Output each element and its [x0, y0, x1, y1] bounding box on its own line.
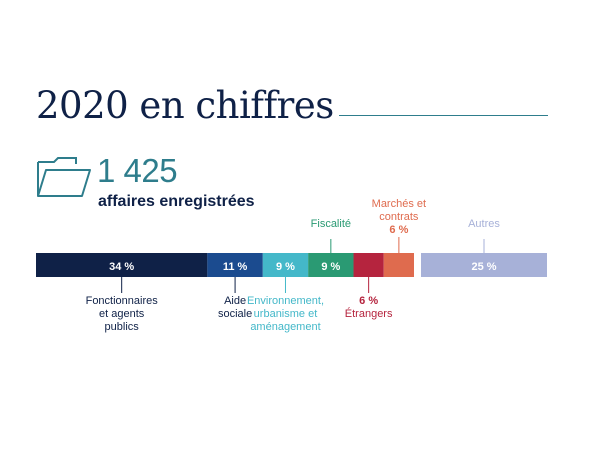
- category-label-fiscalite: Fiscalité: [311, 218, 351, 230]
- bar-segment-fiscalite: [308, 253, 354, 277]
- value-label-environnement-urbanisme-et-amenagement: 9 %: [276, 261, 295, 273]
- bar-segment-aide-sociale: [207, 253, 263, 277]
- folder-icon: [37, 157, 91, 197]
- page-title: 2020 en chiffres: [36, 84, 334, 127]
- value-label-fonctionnaires-et-agents-publics: 34 %: [109, 261, 134, 273]
- count-label: affaires enregistrées: [98, 193, 255, 210]
- category-label-etrangers: Étrangers: [345, 307, 393, 320]
- value-label-fiscalite: 9 %: [321, 261, 340, 273]
- category-label-autres: Autres: [468, 218, 500, 230]
- value-label-autres: 25 %: [471, 261, 496, 273]
- category-label-marches-et-contrats: Marchés et contrats: [372, 198, 426, 223]
- title-rule: [339, 115, 548, 116]
- bar-segment-etrangers: [353, 253, 384, 277]
- value-label-etrangers: 6 %: [359, 295, 378, 307]
- value-label-marches-et-contrats: 6 %: [389, 224, 408, 236]
- bar-segment-fonctionnaires-et-agents-publics: [36, 253, 208, 277]
- category-label-environnement-urbanisme-et-amenagement: Environnement, urbanisme et aménagement: [247, 295, 324, 333]
- count-value: 1 425: [97, 152, 178, 189]
- category-label-aide-sociale: Aide sociale: [218, 295, 252, 320]
- category-label-fonctionnaires-et-agents-publics: Fonctionnaires et agents publics: [86, 295, 159, 333]
- bar-segment-environnement-urbanisme-et-amenagement: [262, 253, 309, 277]
- value-label-aide-sociale: 11 %: [223, 261, 248, 273]
- bar-segment-autres: [421, 253, 547, 277]
- bar-segment-marches-et-contrats: [383, 253, 414, 277]
